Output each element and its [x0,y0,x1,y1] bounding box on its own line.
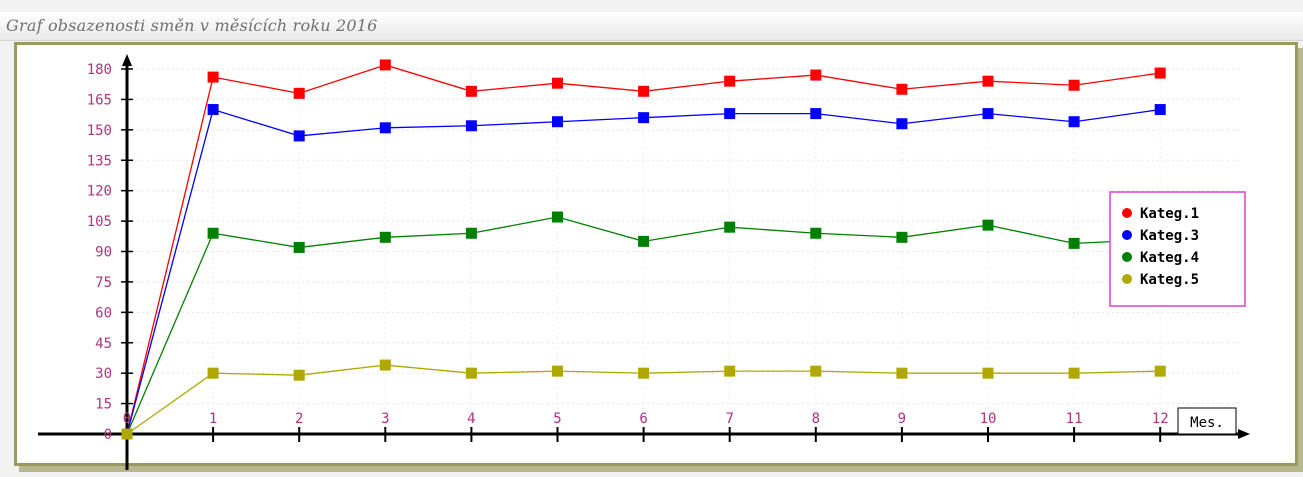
legend-item-label: Kateg.4 [1140,250,1199,266]
data-point [552,211,563,223]
y-tick-label: 0 [104,427,112,443]
data-point [207,367,219,379]
y-tick-label: 30 [95,366,112,382]
legend-marker [1122,230,1132,240]
data-point [552,77,563,89]
y-tick-label: 15 [95,397,112,413]
legend-item-label: Kateg.5 [1140,272,1199,288]
legend-marker [1122,274,1132,284]
x-axis-arrow [1238,429,1250,439]
data-point [982,219,994,231]
data-point [724,108,736,120]
x-tick-label: 5 [553,411,561,427]
data-point [1068,116,1080,128]
data-point [465,85,477,97]
data-point [552,365,563,377]
data-point [638,367,650,379]
data-point [810,227,822,239]
data-point [465,227,477,239]
x-tick-label: 11 [1066,411,1083,427]
data-point [638,112,650,124]
data-point [1068,367,1080,379]
data-point [293,87,305,99]
data-point [207,227,219,239]
x-tick-label: 10 [980,411,997,427]
data-point [1154,104,1166,116]
y-tick-label: 135 [87,153,112,169]
x-tick-label: 2 [295,411,303,427]
data-point [293,130,305,142]
y-tick-label: 120 [87,184,112,200]
data-point [1154,365,1166,377]
legend-box [1109,191,1246,307]
x-axis-label: Mes. [1190,415,1224,431]
x-tick-label: 6 [639,411,647,427]
data-point [810,108,822,120]
x-tick-label: 7 [725,411,733,427]
data-point [379,122,391,134]
data-point [896,118,908,130]
x-tick-label: 4 [467,411,475,427]
data-point [121,428,133,440]
data-point [465,367,477,379]
series-line [126,216,1161,435]
y-tick-label: 150 [87,123,112,139]
legend-item-label: Kateg.3 [1140,228,1199,244]
data-point [379,231,391,243]
data-point [982,108,994,120]
chart-title: Graf obsazenosti směn v měsících roku 20… [6,16,378,35]
data-point [465,120,477,132]
data-point [982,75,994,87]
y-tick-label: 105 [87,214,112,230]
data-point [982,367,994,379]
legend-item-label: Kateg.1 [1140,206,1199,222]
data-point [207,104,219,116]
data-point [638,235,650,247]
data-point [724,221,736,233]
data-point [379,359,391,371]
x-axis-label-box [1177,407,1237,435]
y-tick-label: 45 [95,336,112,352]
data-point [293,241,305,253]
data-point [552,116,563,128]
data-point [207,71,219,83]
y-tick-label: 90 [95,245,112,261]
y-tick-label: 75 [95,275,112,291]
x-tick-label: 12 [1152,411,1169,427]
x-tick-label: 3 [381,411,389,427]
y-axis-arrow [122,54,132,66]
x-tick-label: 0 [123,411,131,427]
data-point [1068,79,1080,91]
data-point [896,231,908,243]
title-bar [0,12,1303,41]
data-point [638,85,650,97]
data-point [810,365,822,377]
data-point [1068,237,1080,249]
data-point [293,369,305,381]
data-point [379,59,391,71]
legend-marker [1122,208,1132,218]
chart-panel [14,42,1298,466]
y-tick-label: 60 [95,305,112,321]
data-point [724,75,736,87]
x-tick-label: 9 [898,411,906,427]
data-point [1154,67,1166,79]
data-point [810,69,822,81]
x-tick-label: 1 [209,411,217,427]
y-tick-label: 165 [87,92,112,108]
y-tick-label: 180 [87,62,112,78]
data-point [896,367,908,379]
legend-marker [1122,252,1132,262]
x-tick-label: 8 [812,411,820,427]
data-point [896,83,908,95]
data-point [724,365,736,377]
